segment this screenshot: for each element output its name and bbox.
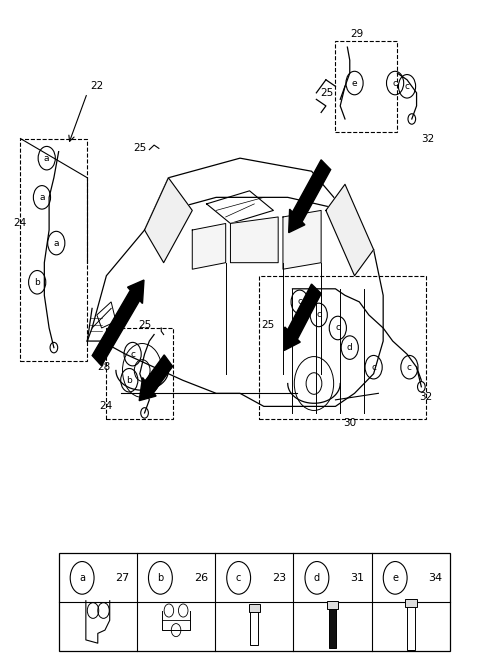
Text: b: b <box>126 376 132 385</box>
Text: 26: 26 <box>194 573 208 583</box>
Polygon shape <box>326 184 373 276</box>
Bar <box>21 138 87 361</box>
Text: 24: 24 <box>13 218 26 228</box>
Text: c: c <box>236 573 241 583</box>
Text: 25: 25 <box>138 319 151 330</box>
FancyArrow shape <box>139 355 173 401</box>
Polygon shape <box>144 178 192 262</box>
Text: a: a <box>79 573 85 583</box>
Text: e: e <box>352 79 357 87</box>
Text: 29: 29 <box>350 29 363 39</box>
Bar <box>327 601 338 609</box>
Bar <box>336 41 397 132</box>
Bar <box>249 604 260 612</box>
Text: b: b <box>157 573 164 583</box>
Text: e: e <box>392 573 398 583</box>
Bar <box>59 554 450 651</box>
Text: c: c <box>405 82 409 91</box>
Text: c: c <box>336 323 340 333</box>
Text: 34: 34 <box>429 573 443 583</box>
Bar <box>259 276 426 419</box>
Text: 28: 28 <box>97 362 110 372</box>
Bar <box>329 605 336 648</box>
Text: c: c <box>371 363 376 372</box>
Polygon shape <box>192 224 226 269</box>
Text: c: c <box>316 310 321 319</box>
Text: a: a <box>44 154 49 163</box>
Text: 30: 30 <box>343 418 356 428</box>
Text: c: c <box>407 363 412 372</box>
Bar <box>107 328 173 419</box>
Text: a: a <box>53 239 59 247</box>
Bar <box>407 604 415 649</box>
Text: c: c <box>297 297 302 306</box>
Text: 23: 23 <box>272 573 286 583</box>
Text: d: d <box>347 343 353 352</box>
Text: 31: 31 <box>350 573 364 583</box>
Text: c: c <box>393 79 397 87</box>
Text: b: b <box>34 277 40 287</box>
Text: a: a <box>39 193 45 202</box>
Bar <box>251 609 258 645</box>
Polygon shape <box>230 217 278 262</box>
Text: 25: 25 <box>134 144 147 154</box>
Text: 27: 27 <box>116 573 130 583</box>
Bar <box>405 600 417 607</box>
Text: 25: 25 <box>262 319 275 330</box>
Text: 25: 25 <box>320 88 333 98</box>
Text: 24: 24 <box>99 401 112 411</box>
FancyArrow shape <box>288 160 331 233</box>
Text: 32: 32 <box>419 392 432 401</box>
Text: d: d <box>314 573 320 583</box>
Text: 22: 22 <box>90 81 104 91</box>
Text: 32: 32 <box>421 134 434 144</box>
FancyArrow shape <box>92 280 144 366</box>
FancyArrow shape <box>284 284 321 350</box>
Polygon shape <box>283 211 321 269</box>
Text: c: c <box>130 350 135 359</box>
